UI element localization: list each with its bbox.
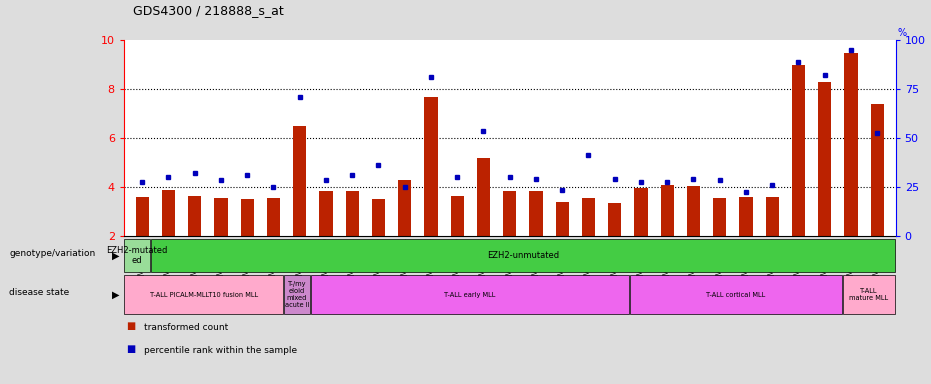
Bar [188,196,201,236]
Text: EZH2-mutated
ed: EZH2-mutated ed [106,246,168,265]
Text: T-ALL
mature MLL: T-ALL mature MLL [849,288,888,301]
Bar [792,65,805,236]
Bar [267,198,280,236]
Bar [311,275,629,314]
Bar [818,82,831,236]
Bar [425,97,438,236]
Bar [293,126,306,236]
Text: transformed count: transformed count [144,323,228,331]
Bar [451,196,464,236]
Bar [284,275,310,314]
Bar [739,197,752,236]
Text: ■: ■ [127,344,136,354]
Text: genotype/variation: genotype/variation [9,249,96,258]
Text: disease state: disease state [9,288,70,297]
Bar [630,275,842,314]
Bar [608,203,621,236]
Bar [319,191,332,236]
Bar [371,199,385,236]
Bar [687,186,700,236]
Text: percentile rank within the sample: percentile rank within the sample [144,346,297,354]
Bar [398,180,412,236]
Bar [634,189,648,236]
Bar [556,202,569,236]
Text: ■: ■ [127,321,136,331]
Bar [240,199,254,236]
Bar [530,191,543,236]
Text: %: % [897,28,907,38]
Text: T-ALL cortical MLL: T-ALL cortical MLL [707,292,765,298]
Bar [765,197,779,236]
Text: GDS4300 / 218888_s_at: GDS4300 / 218888_s_at [133,4,284,17]
Bar [345,191,358,236]
Bar [477,158,490,236]
Bar [843,275,895,314]
Text: ▶: ▶ [112,290,119,300]
Bar [162,190,175,236]
Bar [661,185,674,236]
Bar [870,104,884,236]
Bar [844,53,857,236]
Bar [136,197,149,236]
Text: T-/my
eloid
mixed
acute ll: T-/my eloid mixed acute ll [285,281,309,308]
Bar [125,239,150,272]
Text: ▶: ▶ [112,250,119,260]
Text: T-ALL early MLL: T-ALL early MLL [444,292,495,298]
Bar [582,198,595,236]
Text: T-ALL PICALM-MLLT10 fusion MLL: T-ALL PICALM-MLLT10 fusion MLL [150,292,258,298]
Bar [125,275,283,314]
Text: EZH2-unmutated: EZH2-unmutated [487,251,560,260]
Bar [713,198,726,236]
Bar [503,191,517,236]
Bar [214,198,227,236]
